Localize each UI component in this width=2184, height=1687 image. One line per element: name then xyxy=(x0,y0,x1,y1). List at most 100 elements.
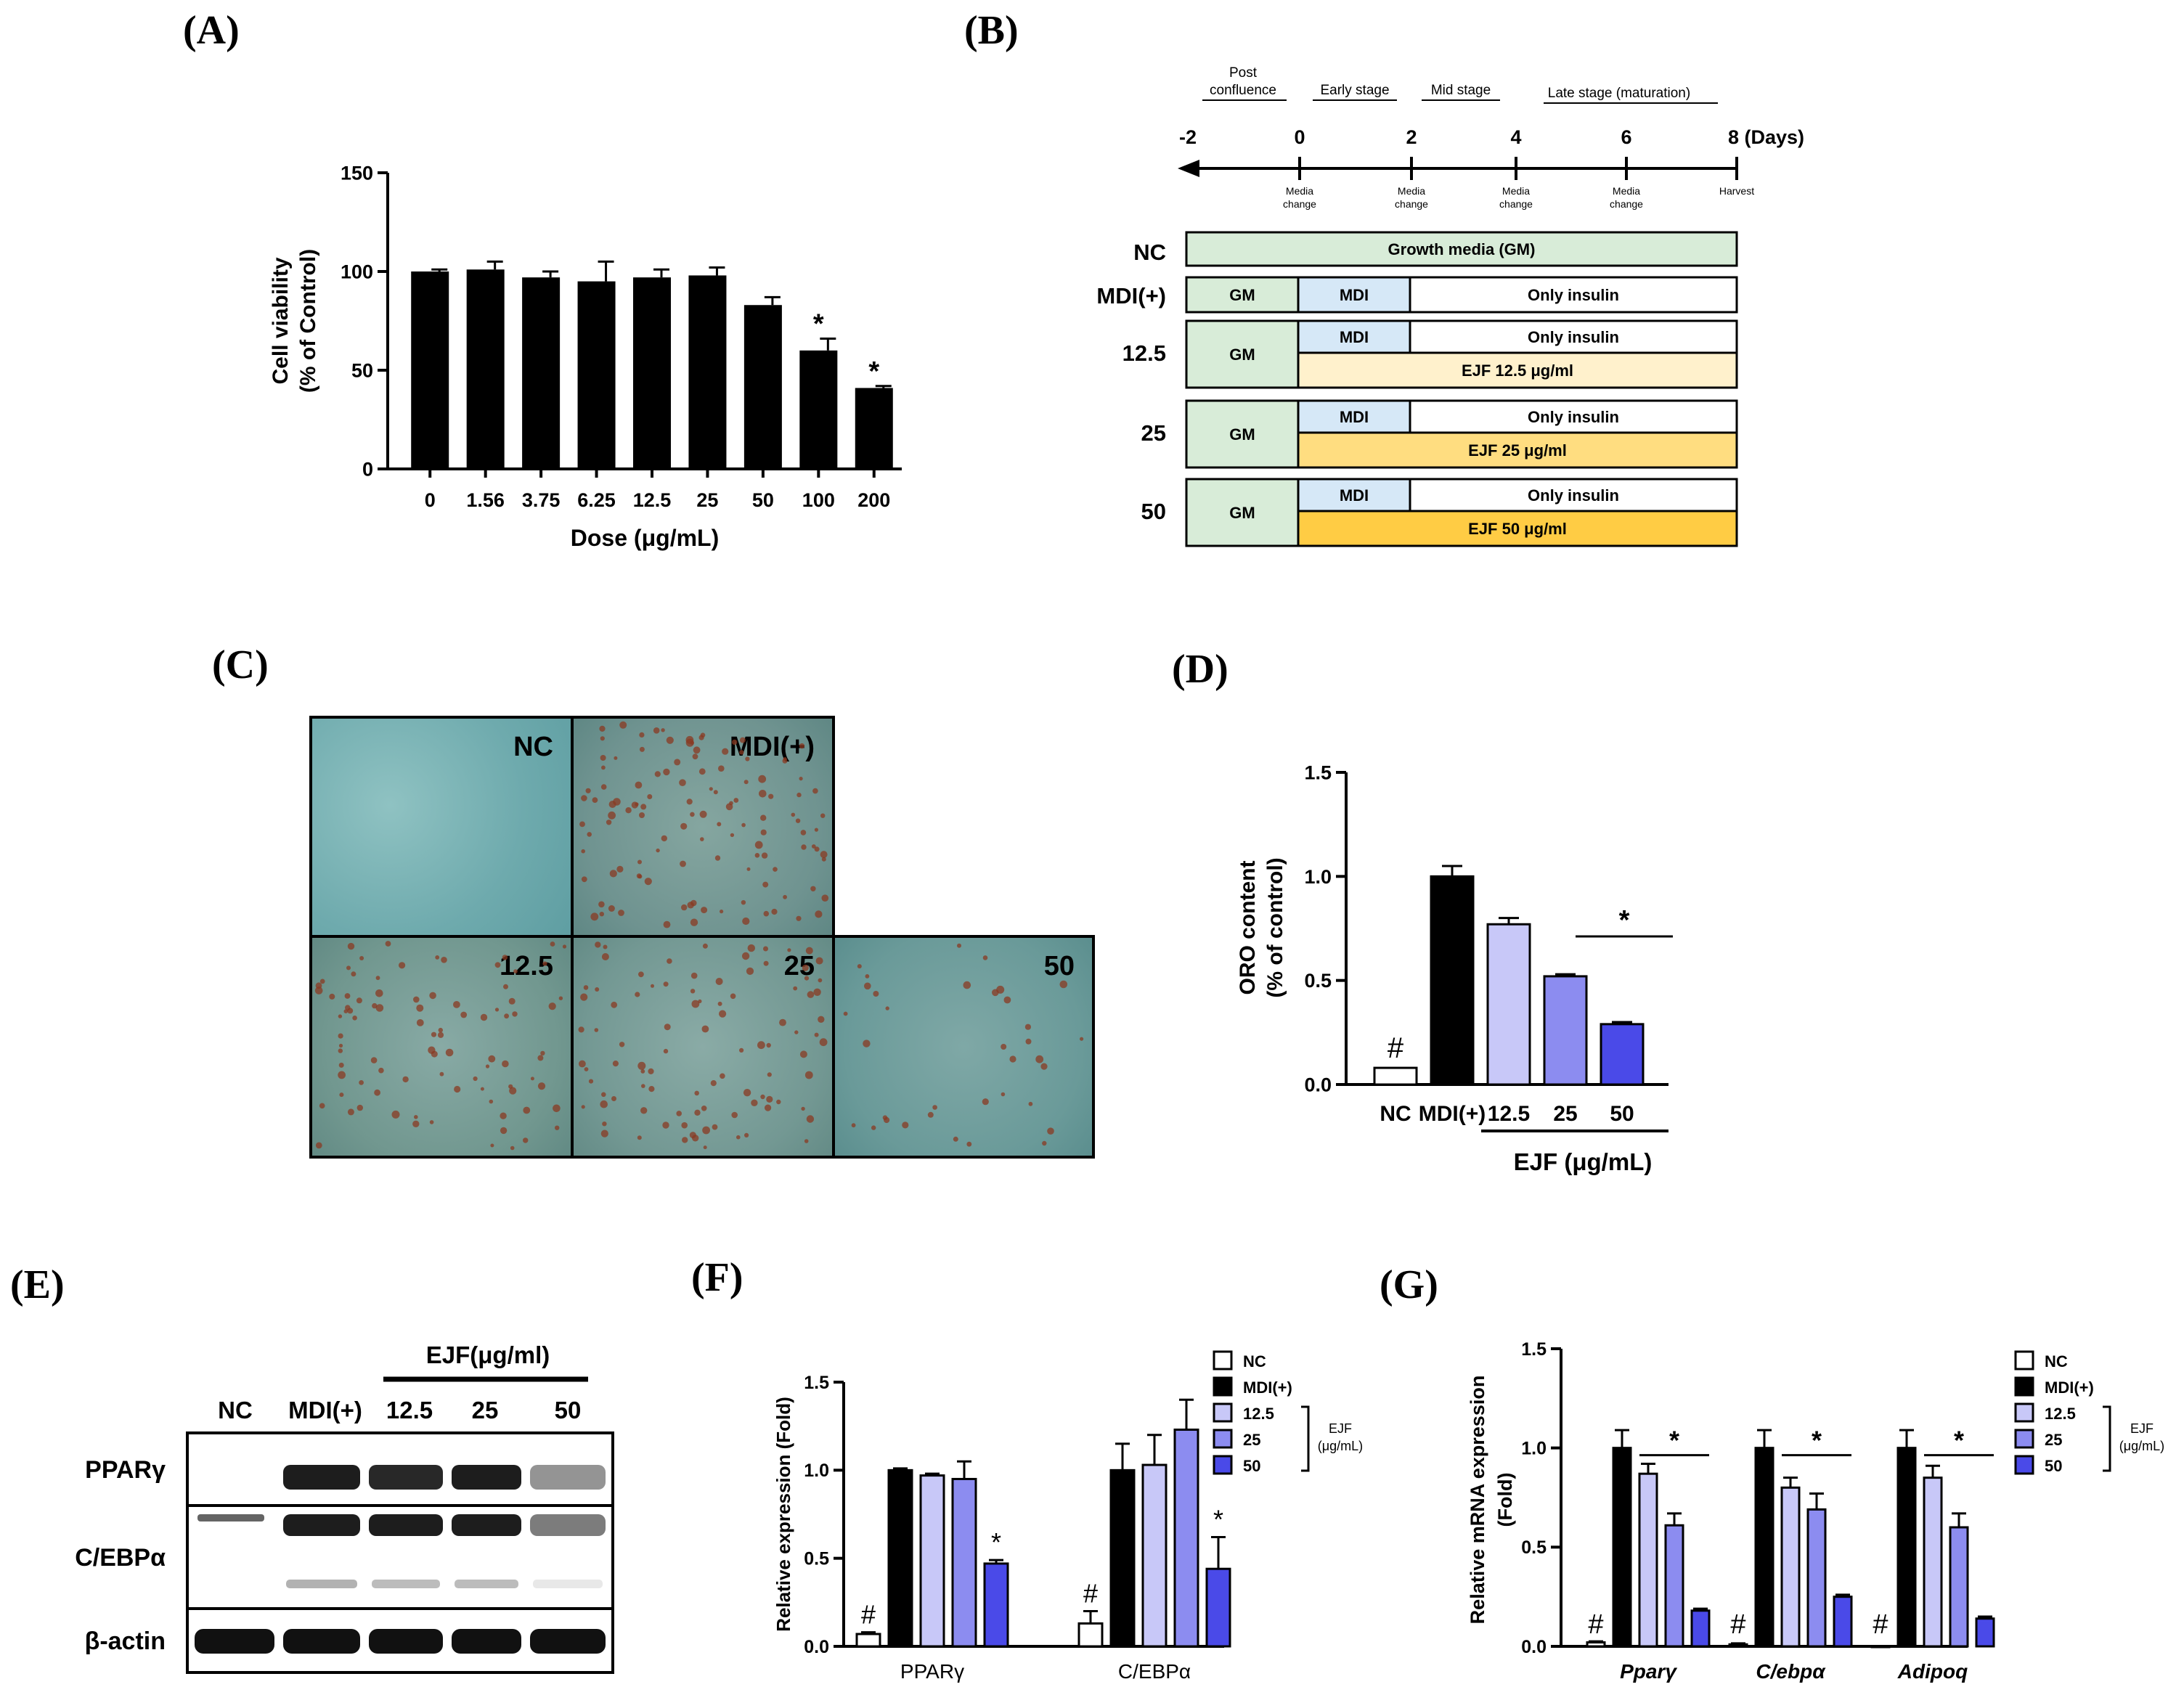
lipid-droplet xyxy=(661,835,667,842)
lipid-droplet xyxy=(666,736,674,744)
lipid-droplet xyxy=(712,1124,718,1130)
day-label: 6 xyxy=(1621,126,1631,148)
g-legend-swatch xyxy=(2014,1376,2034,1397)
micrograph-label: 50 xyxy=(1043,951,1075,981)
lipid-droplet xyxy=(754,841,763,849)
lipid-droplet xyxy=(736,1135,741,1140)
gm-box-text: GM xyxy=(1229,425,1255,444)
lipid-droplet xyxy=(685,735,694,744)
lipid-droplet xyxy=(814,1032,819,1037)
micrograph-50: 50 xyxy=(832,935,1095,1159)
wb-band xyxy=(452,1629,521,1654)
lipid-droplet xyxy=(609,870,617,878)
lipid-droplet xyxy=(523,1106,531,1114)
lipid-droplet xyxy=(500,1127,508,1135)
lipid-droplet xyxy=(851,1123,856,1128)
g-group-label: C/ebpα xyxy=(1756,1660,1826,1683)
lipid-droplet xyxy=(640,804,647,810)
lipid-droplet xyxy=(595,987,600,992)
lipid-droplet xyxy=(651,984,654,988)
lipid-droplet xyxy=(429,1120,434,1124)
gm-box xyxy=(1185,399,1300,469)
g-legend-swatch xyxy=(2014,1429,2034,1449)
lipid-droplet xyxy=(502,1060,509,1068)
gm-box xyxy=(1185,478,1300,547)
wb-group-label: EJF(μg/ml) xyxy=(426,1341,550,1368)
lipid-droplet xyxy=(746,867,751,871)
lipid-droplet xyxy=(686,798,693,805)
lipid-droplet xyxy=(339,1092,344,1098)
lipid-droplet xyxy=(378,1067,384,1074)
lipid-droplet xyxy=(619,721,627,729)
lipid-droplet xyxy=(663,981,669,987)
lipid-droplet xyxy=(618,910,624,916)
ejf-box xyxy=(1297,351,1738,389)
a-y-tick-label: 50 xyxy=(351,359,373,381)
d-x-tick-label: 50 xyxy=(1610,1102,1634,1126)
growth-media-box-text: Growth media (GM) xyxy=(1388,240,1536,258)
f-legend-bracket-label: (μg/mL) xyxy=(1318,1439,1363,1453)
lipid-droplet xyxy=(601,765,606,770)
lipid-droplet xyxy=(674,759,681,766)
g-y-tick-label: 0.5 xyxy=(1521,1537,1547,1558)
g-hash-mark: # xyxy=(1588,1609,1603,1640)
d-x-tick-label: MDI(+) xyxy=(1419,1102,1486,1126)
event-label: Harvest xyxy=(1719,185,1754,197)
a-y-tick-label: 0 xyxy=(362,458,373,480)
lipid-droplet xyxy=(639,732,645,738)
lipid-droplet xyxy=(751,1099,758,1107)
lipid-droplet xyxy=(648,1086,655,1092)
panel-label-g: (G) xyxy=(1380,1262,1438,1307)
lipid-droplet xyxy=(1042,1140,1047,1146)
lipid-droplet xyxy=(314,987,323,994)
f-legend-label: NC xyxy=(1243,1352,1266,1371)
lipid-droplet xyxy=(701,907,708,914)
lipid-droplet xyxy=(453,1001,460,1008)
lipid-droplet xyxy=(490,1143,494,1148)
lipid-droplet xyxy=(435,955,440,960)
insulin-box xyxy=(1409,478,1738,512)
f-legend-swatch xyxy=(1213,1455,1233,1475)
lipid-droplet xyxy=(963,981,971,989)
lipid-droplet xyxy=(710,1080,717,1087)
f-bar xyxy=(983,1562,1009,1648)
d-y-axis-title: ORO content xyxy=(1236,860,1260,994)
lipid-droplet xyxy=(347,1108,354,1116)
g-bar xyxy=(1833,1596,1853,1648)
lipid-droplet xyxy=(600,1100,608,1108)
lipid-droplet xyxy=(811,844,816,849)
day-label: 0 xyxy=(1294,126,1305,148)
row-label: 50 xyxy=(1141,499,1166,524)
event-label: change xyxy=(1283,198,1316,210)
lipid-droplet xyxy=(814,846,820,852)
wb-band xyxy=(283,1465,360,1490)
lipid-droplet xyxy=(639,812,645,818)
micrograph-25: 25 xyxy=(571,935,835,1159)
lipid-droplet xyxy=(1009,1055,1016,1063)
lipid-droplet xyxy=(679,779,686,786)
f-group-label: PPARγ xyxy=(900,1660,964,1683)
f-y-tick-label: 0.0 xyxy=(804,1637,829,1657)
lipid-droplet xyxy=(692,753,698,760)
lipid-droplet xyxy=(445,1048,454,1057)
wb-protein-label: C/EBPα xyxy=(75,1544,166,1572)
event-label: Media xyxy=(1502,185,1530,197)
lipid-droplet xyxy=(773,867,778,872)
lipid-droplet xyxy=(804,976,810,981)
lipid-droplet xyxy=(687,902,694,909)
lipid-droplet xyxy=(608,905,615,912)
lipid-droplet xyxy=(699,810,707,818)
lipid-droplet xyxy=(733,798,739,803)
lipid-droplet xyxy=(782,758,788,764)
a-x-tick-label: 200 xyxy=(857,489,890,511)
lipid-droplet xyxy=(616,865,624,873)
f-legend-label: 25 xyxy=(1243,1431,1260,1449)
lipid-droplet xyxy=(731,1111,738,1119)
micrograph-mdi: MDI(+) xyxy=(571,716,835,938)
f-bar xyxy=(1205,1567,1231,1648)
lipid-droplet xyxy=(741,952,750,960)
lipid-droplet xyxy=(689,1132,696,1139)
lipid-droplet xyxy=(583,985,589,990)
lipid-droplet xyxy=(638,971,644,978)
a-bar xyxy=(688,275,727,469)
